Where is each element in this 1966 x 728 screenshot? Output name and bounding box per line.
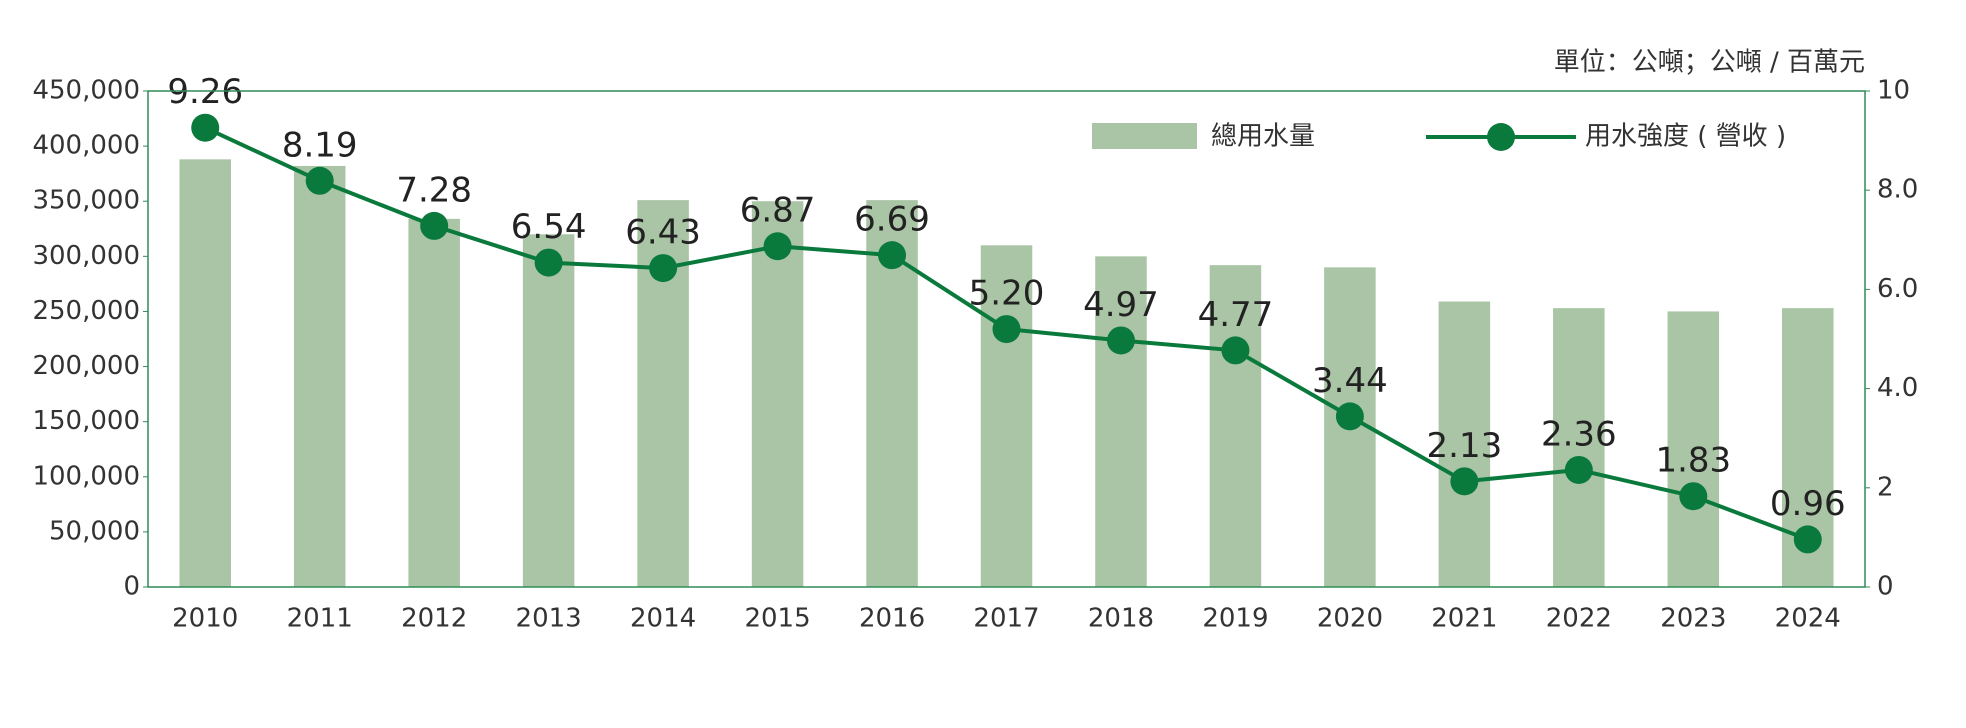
x-tick-label: 2011 [287,604,353,634]
y-tick-label: 150,000 [32,406,140,436]
y-tick-label: 200,000 [32,351,140,381]
data-label: 2.13 [1427,426,1503,466]
y2-tick-label: 6.0 [1877,274,1918,304]
bar [408,218,460,587]
y2-tick-label: 10 [1877,76,1910,106]
x-tick-label: 2010 [172,604,238,634]
x-tick-label: 2024 [1775,604,1841,634]
bar [751,201,804,587]
x-tick-label: 2017 [973,604,1039,634]
marker [1335,402,1364,431]
x-tick-label: 2012 [401,604,467,634]
marker [1564,455,1593,484]
marker [534,248,563,277]
data-label: 4.97 [1083,285,1159,325]
y2-tick-label: 8.0 [1877,175,1918,205]
marker [878,241,907,270]
bar [1438,301,1491,587]
data-label: 2.36 [1541,414,1617,454]
y-tick-label: 50,000 [49,516,140,546]
x-tick-label: 2016 [859,604,925,634]
marker [649,254,678,283]
x-tick-label: 2021 [1431,604,1497,634]
bar [522,234,575,588]
data-label: 3.44 [1312,361,1388,401]
marker [191,113,220,142]
legend-label: 用水強度 ( 營收 ) [1585,122,1786,152]
y-tick-label: 100,000 [32,461,140,491]
plot-frame [147,90,1866,588]
x-tick-label: 2019 [1202,604,1268,634]
data-label: 0.96 [1770,484,1846,524]
x-tick-label: 2013 [516,604,582,634]
bar [1095,256,1147,587]
unit-label: 單位：公噸；公噸 / 百萬元 [1554,48,1865,78]
bar [1667,311,1720,587]
data-label: 5.20 [969,274,1045,314]
x-tick-label: 2020 [1317,604,1383,634]
x-tick-label: 2023 [1660,604,1726,634]
marker [1679,482,1708,511]
marker [763,232,792,261]
bar [1553,308,1605,587]
data-label: 1.83 [1655,441,1731,481]
legend-marker [1487,123,1515,151]
data-label: 6.87 [740,191,816,231]
data-label: 8.19 [282,125,358,165]
x-tick-label: 2018 [1088,604,1154,634]
x-tick-label: 2014 [630,604,696,634]
data-label: 6.69 [854,200,930,240]
data-label: 6.54 [511,207,587,247]
y-tick-label: 400,000 [32,131,140,161]
y-tick-label: 300,000 [32,241,140,271]
y-tick-label: 250,000 [32,296,140,326]
bar [980,245,1033,588]
data-label: 7.28 [396,170,472,210]
legend-label: 總用水量 [1211,122,1315,152]
legend-swatch [1092,123,1197,149]
data-label: 6.43 [625,213,701,253]
bar [1209,265,1262,587]
data-label: 4.77 [1198,295,1274,335]
marker [1793,525,1822,554]
data-label: 9.26 [167,72,243,112]
y2-tick-label: 0 [1877,572,1894,602]
x-tick-label: 2015 [744,604,810,634]
y-tick-label: 0 [123,572,140,602]
bar [293,165,346,587]
y2-tick-label: 2 [1877,472,1894,502]
marker [305,166,334,195]
marker [420,211,449,240]
marker [1221,336,1250,365]
marker [992,315,1021,344]
y-tick-label: 350,000 [32,186,140,216]
y-tick-label: 450,000 [32,76,140,106]
bar [179,159,231,588]
marker [1450,467,1479,496]
marker [1106,326,1135,355]
y2-tick-label: 4.0 [1877,373,1918,403]
x-tick-label: 2022 [1546,604,1612,634]
